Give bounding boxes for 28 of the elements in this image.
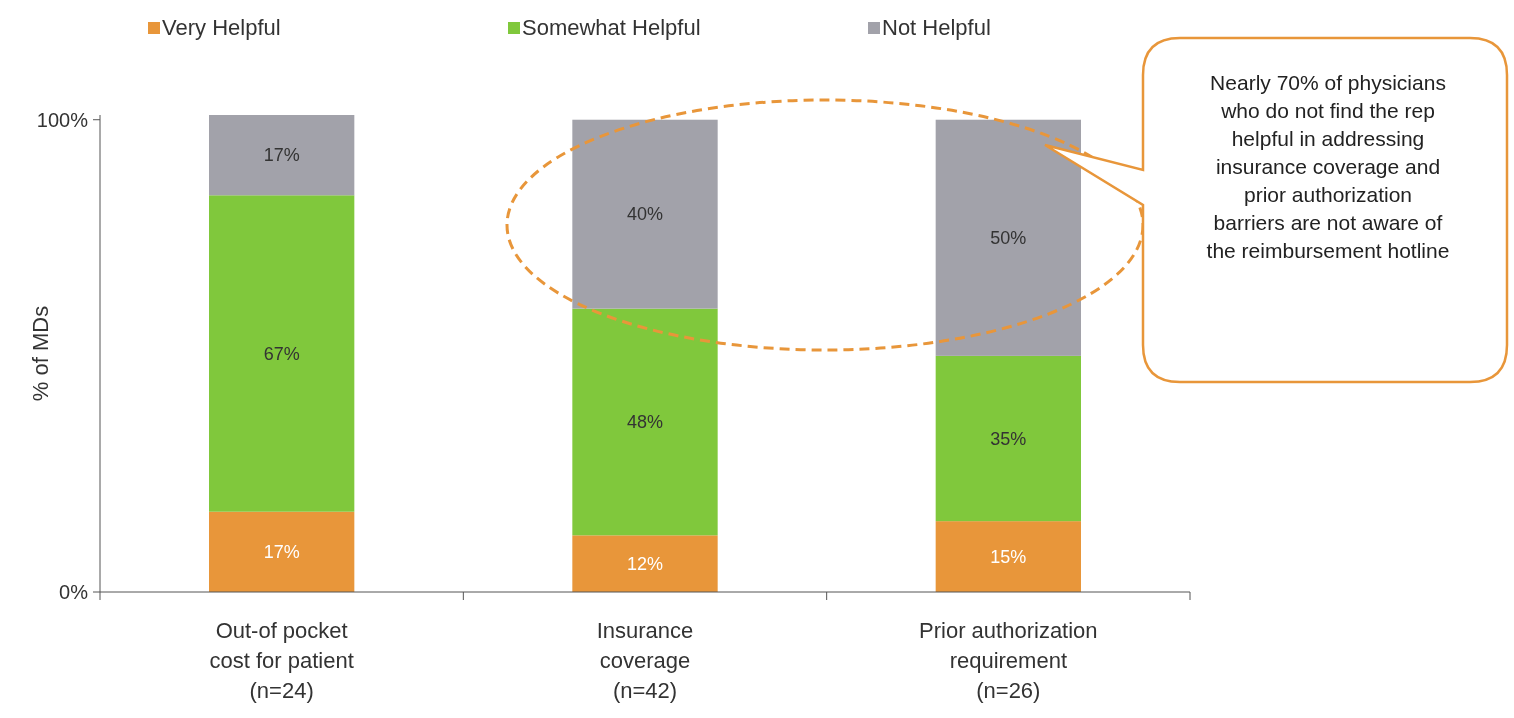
- y-axis-title: % of MDs: [28, 305, 53, 402]
- bar: [572, 308, 718, 536]
- data-label: 17%: [263, 541, 300, 562]
- bar: [935, 119, 1081, 356]
- legend-label: Very Helpful: [162, 15, 281, 40]
- bar: [572, 535, 718, 592]
- text: Nearly 70% of physicians who do not find the rep helpful in addressing insurance coverage and prior authorization barriers are not aware of the reimbursement hotline: [1206, 71, 1450, 262]
- bar: [209, 511, 355, 592]
- data-label: 35%: [990, 428, 1027, 449]
- bar: [935, 521, 1081, 592]
- x-tick-label: Out-of pocket cost for patient (n=24): [209, 618, 354, 703]
- data-label: 40%: [626, 204, 664, 225]
- data-label: 50%: [990, 227, 1027, 248]
- legend-label: Not Helpful: [882, 15, 991, 40]
- data-label: 17%: [263, 145, 300, 166]
- data-label: 15%: [990, 546, 1027, 567]
- y-tick-label: 0%: [59, 581, 89, 603]
- legend-label: Somewhat Helpful: [522, 15, 701, 40]
- data-label: 12%: [626, 553, 664, 574]
- x-tick-label: Prior authorization requirement (n=26): [919, 618, 1098, 703]
- bar: [209, 115, 355, 196]
- y-tick-label: 100%: [36, 108, 89, 131]
- data-label: 67%: [263, 343, 300, 364]
- data-label: 48%: [626, 411, 664, 432]
- bar: [572, 119, 718, 309]
- bar: [209, 195, 355, 512]
- x-tick-label: Insurance coverage (n=42): [596, 618, 694, 703]
- bar: [935, 355, 1081, 522]
